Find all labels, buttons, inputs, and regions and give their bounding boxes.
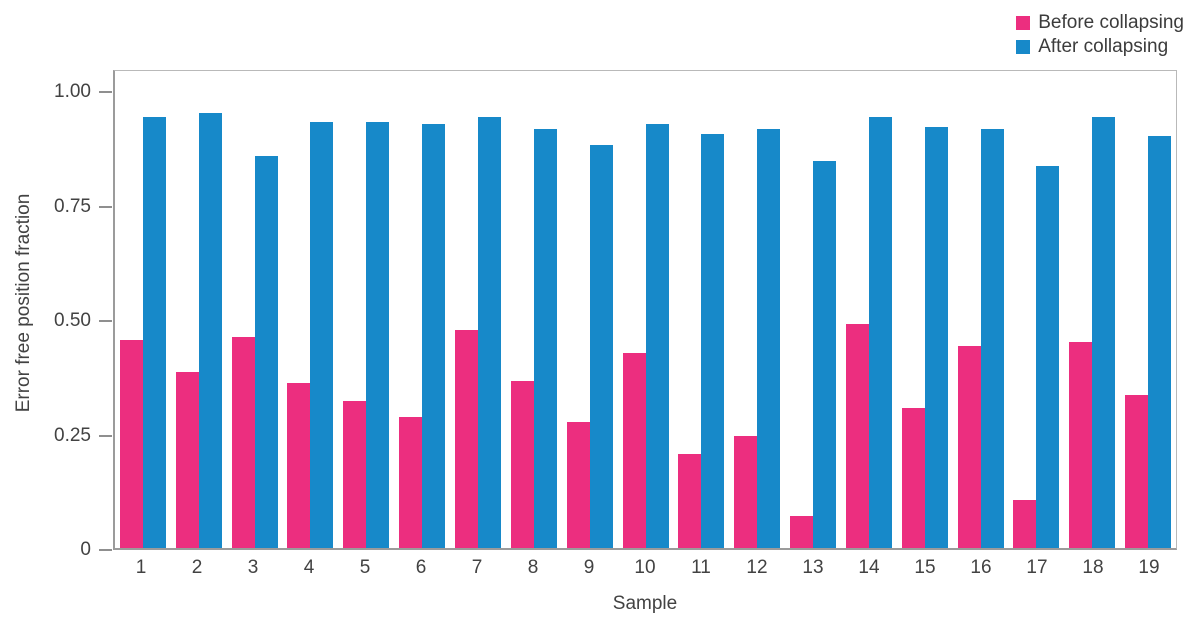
legend-label-before: Before collapsing bbox=[1038, 12, 1184, 33]
x-tick-label-14: 14 bbox=[858, 557, 880, 578]
bar-after-sample-13 bbox=[813, 161, 837, 548]
bar-before-sample-19 bbox=[1125, 394, 1149, 548]
bar-before-sample-11 bbox=[678, 454, 702, 548]
x-axis-ticks: 1 2 3 4 5 6 7 8 9 10 11 12 13 14 15 16 17 18 19 bbox=[113, 557, 1177, 579]
bar-after-sample-14 bbox=[868, 117, 892, 548]
legend-item-before: Before collapsing bbox=[1016, 12, 1184, 33]
y-tick-label: 0 bbox=[80, 539, 91, 560]
bar-group-13 bbox=[785, 71, 841, 548]
bar-before-sample-2 bbox=[175, 371, 199, 548]
bar-group-12 bbox=[729, 71, 785, 548]
bar-after-sample-10 bbox=[645, 124, 669, 548]
bar-before-sample-18 bbox=[1069, 341, 1093, 548]
bar-before-sample-12 bbox=[734, 435, 758, 548]
bar-after-sample-11 bbox=[701, 133, 725, 548]
plot-area bbox=[113, 70, 1177, 550]
bar-after-sample-9 bbox=[589, 144, 613, 548]
x-axis-title: Sample bbox=[612, 593, 678, 614]
x-tick-label-15: 15 bbox=[914, 557, 936, 578]
x-tick-label-5: 5 bbox=[359, 557, 371, 578]
bar-group-14 bbox=[841, 71, 897, 548]
bar-group-6 bbox=[394, 71, 450, 548]
bar-before-sample-7 bbox=[454, 330, 478, 548]
bar-group-3 bbox=[227, 71, 283, 548]
bar-group-18 bbox=[1064, 71, 1120, 548]
y-tick-label: 1.00 bbox=[54, 81, 91, 102]
bar-after-sample-1 bbox=[142, 117, 166, 548]
legend-swatch-after-icon bbox=[1016, 39, 1031, 54]
legend-item-after: After collapsing bbox=[1016, 36, 1184, 57]
y-tick-mark bbox=[99, 434, 112, 437]
bar-after-sample-4 bbox=[310, 122, 334, 548]
x-tick-label-13: 13 bbox=[802, 557, 824, 578]
bar-before-sample-17 bbox=[1013, 499, 1037, 548]
bar-before-sample-15 bbox=[901, 408, 925, 548]
bar-after-sample-5 bbox=[366, 122, 390, 548]
bar-after-sample-17 bbox=[1036, 165, 1060, 548]
legend-label-after: After collapsing bbox=[1038, 36, 1169, 57]
bar-after-sample-18 bbox=[1092, 117, 1116, 548]
bar-before-sample-8 bbox=[510, 380, 534, 548]
bar-after-sample-12 bbox=[757, 128, 781, 548]
bar-before-sample-3 bbox=[231, 337, 255, 548]
legend: Before collapsing After collapsing bbox=[1016, 12, 1184, 57]
x-tick-label-11: 11 bbox=[691, 557, 711, 578]
bar-group-11 bbox=[673, 71, 729, 548]
bar-before-sample-13 bbox=[790, 515, 814, 548]
x-tick-label-19: 19 bbox=[1138, 557, 1160, 578]
bar-group-10 bbox=[618, 71, 674, 548]
x-tick-label-17: 17 bbox=[1026, 557, 1048, 578]
bar-after-sample-15 bbox=[924, 126, 948, 548]
bar-group-7 bbox=[450, 71, 506, 548]
bar-group-9 bbox=[562, 71, 618, 548]
x-tick-label-16: 16 bbox=[970, 557, 992, 578]
bars-container bbox=[115, 71, 1176, 548]
x-tick-label-12: 12 bbox=[746, 557, 768, 578]
y-tick-mark bbox=[99, 320, 112, 322]
bar-before-sample-16 bbox=[957, 346, 981, 548]
bar-before-sample-9 bbox=[566, 422, 590, 548]
bar-before-sample-1 bbox=[119, 339, 143, 548]
x-tick-label-10: 10 bbox=[634, 557, 656, 578]
bar-before-sample-5 bbox=[343, 401, 367, 548]
y-tick-label: 0.50 bbox=[54, 310, 91, 331]
bar-after-sample-6 bbox=[422, 124, 446, 548]
bar-after-sample-7 bbox=[477, 117, 501, 548]
bar-after-sample-2 bbox=[198, 112, 222, 548]
bar-after-sample-3 bbox=[254, 156, 278, 548]
y-axis-ticks: 0 0.25 0.50 0.75 1.00 bbox=[0, 70, 113, 560]
x-tick-label-7: 7 bbox=[471, 557, 483, 578]
bar-after-sample-8 bbox=[533, 128, 557, 548]
y-tick-mark bbox=[99, 205, 112, 208]
bar-after-sample-19 bbox=[1148, 135, 1172, 548]
y-tick-mark bbox=[99, 549, 112, 551]
x-tick-label-6: 6 bbox=[415, 557, 427, 578]
bar-before-sample-10 bbox=[622, 353, 646, 548]
bar-group-17 bbox=[1009, 71, 1065, 548]
y-tick-mark bbox=[99, 91, 112, 93]
y-tick-label: 0.25 bbox=[54, 424, 91, 446]
bar-group-8 bbox=[506, 71, 562, 548]
x-tick-label-1: 1 bbox=[135, 557, 147, 578]
bar-group-1 bbox=[115, 71, 171, 548]
x-tick-label-2: 2 bbox=[191, 557, 203, 578]
y-tick-label: 0.75 bbox=[54, 195, 91, 217]
x-tick-label-3: 3 bbox=[247, 557, 259, 578]
bar-group-15 bbox=[897, 71, 953, 548]
x-tick-label-18: 18 bbox=[1082, 557, 1104, 578]
bar-before-sample-4 bbox=[287, 383, 311, 548]
bar-group-19 bbox=[1120, 71, 1176, 548]
legend-swatch-before-icon bbox=[1016, 15, 1031, 30]
bar-after-sample-16 bbox=[980, 128, 1004, 548]
bar-before-sample-14 bbox=[845, 323, 869, 548]
bar-group-16 bbox=[953, 71, 1009, 548]
bar-before-sample-6 bbox=[399, 417, 423, 548]
x-tick-label-8: 8 bbox=[527, 557, 539, 578]
x-tick-label-9: 9 bbox=[583, 557, 595, 578]
bar-group-2 bbox=[171, 71, 227, 548]
x-tick-label-4: 4 bbox=[303, 557, 315, 578]
bar-group-4 bbox=[283, 71, 339, 548]
bar-group-5 bbox=[338, 71, 394, 548]
